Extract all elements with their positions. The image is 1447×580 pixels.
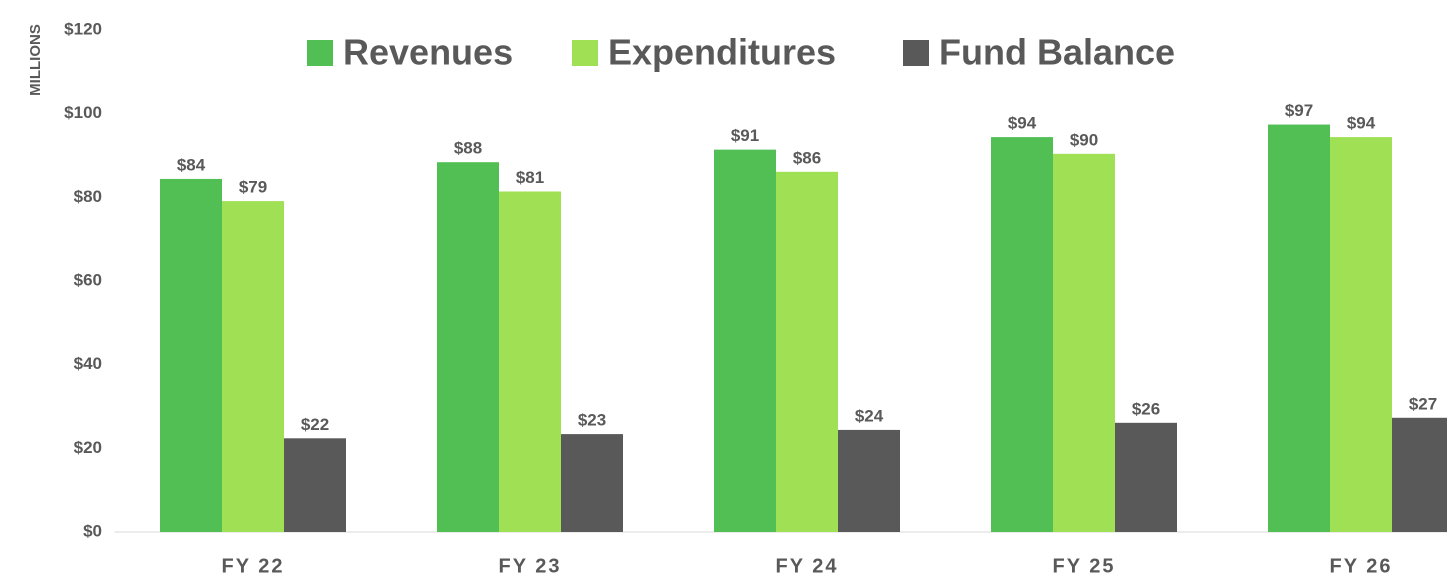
y-axis-label: MILLIONS bbox=[27, 24, 44, 96]
y-tick-label: $0 bbox=[83, 521, 102, 540]
x-tick-label: FY 22 bbox=[222, 555, 285, 577]
value-label: $24 bbox=[855, 406, 884, 425]
bar bbox=[437, 162, 499, 532]
bar bbox=[838, 429, 900, 532]
value-label: $86 bbox=[793, 148, 821, 167]
y-tick-label: $120 bbox=[64, 19, 102, 38]
legend-swatch bbox=[307, 40, 333, 66]
x-tick-label: FY 23 bbox=[499, 555, 562, 577]
legend-swatch bbox=[572, 40, 598, 66]
value-label: $90 bbox=[1070, 130, 1098, 149]
bar bbox=[284, 438, 346, 532]
bar bbox=[1268, 124, 1330, 532]
bar bbox=[160, 178, 222, 532]
bar bbox=[776, 171, 838, 532]
y-tick-label: $40 bbox=[74, 354, 102, 373]
value-label: $79 bbox=[239, 178, 267, 197]
value-label: $94 bbox=[1008, 114, 1037, 133]
value-label: $23 bbox=[578, 411, 606, 430]
y-tick-label: $20 bbox=[74, 438, 102, 457]
bar bbox=[714, 149, 776, 533]
legend-swatch bbox=[903, 40, 929, 66]
y-tick-label: $60 bbox=[74, 270, 102, 289]
legend-label: Fund Balance bbox=[939, 32, 1175, 73]
value-label: $81 bbox=[516, 168, 544, 187]
bar bbox=[1330, 137, 1392, 533]
y-tick-label: $100 bbox=[64, 103, 102, 122]
bar bbox=[222, 201, 284, 532]
legend-label: Revenues bbox=[343, 32, 513, 73]
value-label: $91 bbox=[731, 126, 759, 145]
bar bbox=[1392, 417, 1447, 532]
value-label: $27 bbox=[1409, 394, 1437, 413]
value-label: $84 bbox=[177, 155, 206, 174]
x-tick-label: FY 26 bbox=[1330, 555, 1393, 577]
x-tick-label: FY 24 bbox=[776, 555, 839, 577]
value-label: $88 bbox=[454, 139, 482, 158]
bar bbox=[1053, 153, 1115, 532]
value-label: $97 bbox=[1285, 101, 1313, 120]
legend-label: Expenditures bbox=[608, 32, 836, 73]
y-tick-label: $80 bbox=[74, 187, 102, 206]
value-label: $94 bbox=[1347, 114, 1376, 133]
x-tick-label: FY 25 bbox=[1053, 555, 1116, 577]
bar bbox=[499, 191, 561, 532]
value-label: $26 bbox=[1132, 399, 1160, 418]
value-label: $22 bbox=[301, 415, 329, 434]
bar bbox=[561, 434, 623, 532]
bar bbox=[991, 137, 1053, 533]
bar bbox=[1115, 422, 1177, 532]
